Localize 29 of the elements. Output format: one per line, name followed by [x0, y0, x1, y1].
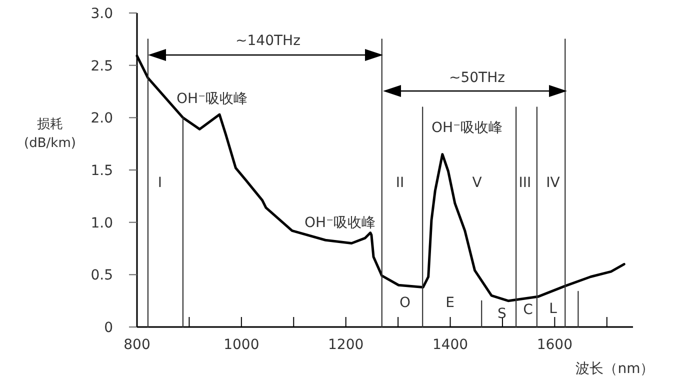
x-tick-label: 1600	[536, 337, 573, 353]
annotation: OH⁻吸收峰	[304, 215, 376, 231]
annotation: III	[518, 175, 532, 191]
y-tick-label: 2.0	[90, 110, 113, 127]
y-tick-label: 0.5	[90, 268, 113, 284]
x-tick-label: 800	[124, 337, 150, 353]
annotation: S	[498, 306, 507, 322]
x-axis-title: 波长（nm）	[576, 361, 654, 377]
annotation: C	[523, 302, 534, 318]
annotation: OH⁻吸收峰	[432, 120, 502, 136]
y-tick-label: 2.5	[90, 58, 113, 74]
annotation: O	[399, 295, 411, 311]
annotation: L	[549, 301, 558, 317]
x-tick-label: 1000	[224, 337, 260, 353]
y-tick-label: 1.0	[90, 215, 113, 232]
annotation: ~140THz	[236, 33, 300, 49]
x-tick-label: 1200	[328, 337, 364, 353]
annotation: IV	[546, 175, 560, 191]
y-axis-title: 损耗 (dB/km)	[24, 117, 76, 151]
y-tick-label: 3.0	[90, 6, 113, 22]
annotation: I	[158, 175, 162, 191]
annotation: E	[446, 295, 454, 311]
annotation: II	[396, 175, 404, 191]
x-tick-label: 1400	[432, 337, 468, 353]
annotation: OH⁻吸收峰	[176, 91, 248, 107]
y-tick-label: 0	[104, 320, 113, 336]
annotation: V	[472, 175, 482, 191]
y-tick-label: 1.5	[90, 163, 113, 179]
annotation: ~50THz	[449, 70, 505, 86]
